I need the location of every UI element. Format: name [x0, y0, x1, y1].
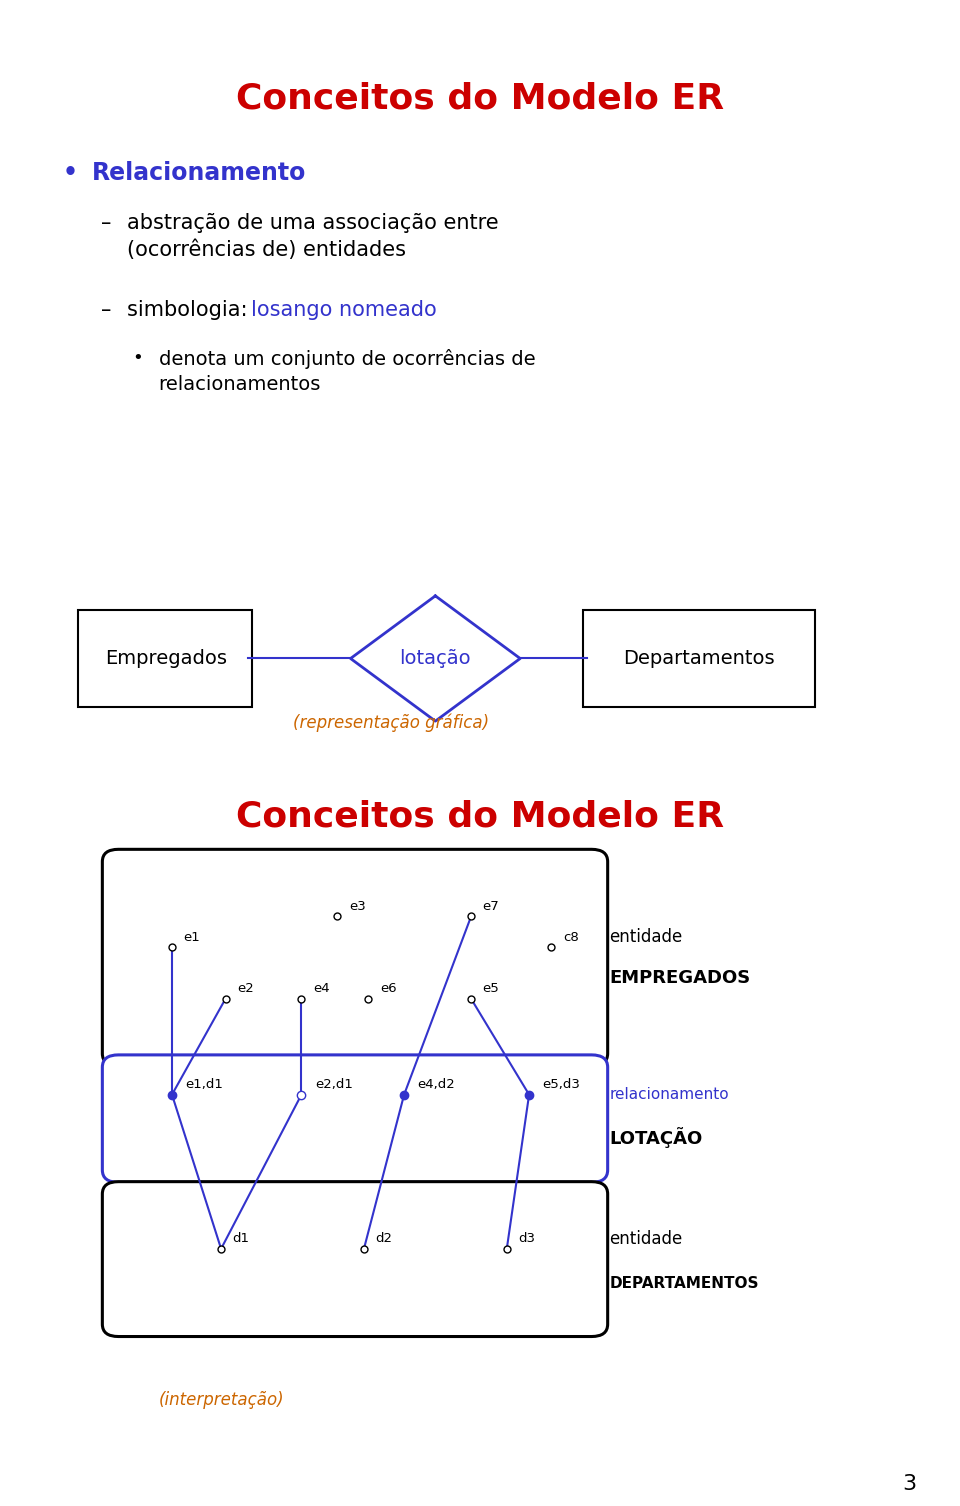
Text: EMPREGADOS: EMPREGADOS: [610, 970, 751, 986]
Text: 3: 3: [902, 1474, 917, 1494]
Text: e5: e5: [483, 982, 499, 995]
Text: e2: e2: [237, 982, 253, 995]
FancyBboxPatch shape: [103, 849, 608, 1066]
Text: Empregados: Empregados: [105, 649, 227, 669]
Text: (representação gráfica): (representação gráfica): [293, 712, 489, 732]
FancyBboxPatch shape: [103, 1182, 608, 1336]
Text: e6: e6: [380, 982, 396, 995]
Text: d1: d1: [232, 1232, 250, 1245]
Text: DEPARTAMENTOS: DEPARTAMENTOS: [610, 1276, 759, 1291]
Text: Relacionamento: Relacionamento: [91, 161, 306, 185]
Text: •: •: [62, 161, 77, 185]
Text: e1: e1: [183, 931, 201, 944]
Text: abstração de uma associação entre
(ocorrências de) entidades: abstração de uma associação entre (ocorr…: [128, 214, 499, 261]
Text: Departamentos: Departamentos: [623, 649, 775, 669]
Text: LOTAÇÃO: LOTAÇÃO: [610, 1126, 703, 1148]
FancyBboxPatch shape: [583, 610, 815, 708]
Text: e5,d3: e5,d3: [542, 1078, 581, 1092]
Text: •: •: [132, 349, 142, 367]
Text: entidade: entidade: [610, 928, 683, 946]
Text: denota um conjunto de ocorrências de
relacionamentos: denota um conjunto de ocorrências de rel…: [158, 349, 536, 395]
Text: e3: e3: [348, 901, 366, 913]
Text: Conceitos do Modelo ER: Conceitos do Modelo ER: [236, 81, 724, 114]
Text: –: –: [101, 214, 111, 233]
FancyBboxPatch shape: [103, 1054, 608, 1182]
Text: e7: e7: [483, 901, 499, 913]
FancyBboxPatch shape: [79, 610, 252, 708]
Text: (interpretação): (interpretação): [158, 1390, 284, 1408]
Text: losango nomeado: losango nomeado: [251, 300, 436, 321]
Text: simbologia:: simbologia:: [128, 300, 254, 321]
Text: d2: d2: [375, 1232, 393, 1245]
Text: lotação: lotação: [399, 649, 471, 669]
Text: e2,d1: e2,d1: [315, 1078, 352, 1092]
Text: e4,d2: e4,d2: [418, 1078, 455, 1092]
Text: entidade: entidade: [610, 1229, 683, 1247]
Text: c8: c8: [563, 931, 579, 944]
Text: e1,d1: e1,d1: [185, 1078, 224, 1092]
Text: relacionamento: relacionamento: [610, 1087, 729, 1102]
Text: e4: e4: [313, 982, 329, 995]
Text: d3: d3: [518, 1232, 536, 1245]
Text: –: –: [101, 300, 111, 321]
Text: Conceitos do Modelo ER: Conceitos do Modelo ER: [236, 800, 724, 834]
